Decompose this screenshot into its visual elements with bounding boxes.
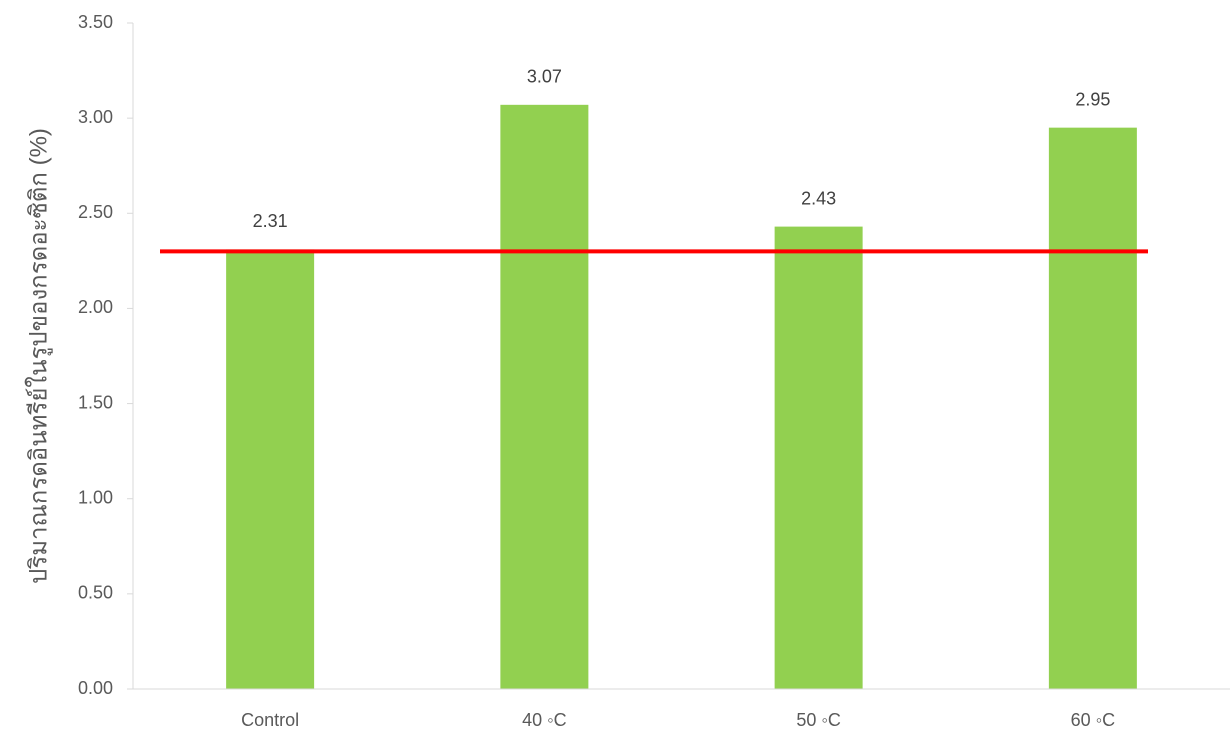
y-tick-label: 0.00 xyxy=(78,678,113,698)
x-tick-label: 50 ◦C xyxy=(796,710,840,730)
value-label: 2.95 xyxy=(1075,89,1110,109)
bar xyxy=(226,249,315,689)
x-tick-label: 60 ◦C xyxy=(1071,710,1115,730)
y-tick-label: 3.50 xyxy=(78,12,113,32)
bar xyxy=(1048,127,1137,689)
value-label: 2.31 xyxy=(253,211,288,231)
y-tick-label: 2.50 xyxy=(78,202,113,222)
x-tick-label: Control xyxy=(241,710,299,730)
y-tick-label: 1.00 xyxy=(78,487,113,507)
bar xyxy=(500,104,589,689)
value-label: 3.07 xyxy=(527,67,562,87)
value-label: 2.43 xyxy=(801,188,836,208)
y-tick-label: 1.50 xyxy=(78,392,113,412)
y-axis-title: ปริมาณกรดอินทรีย์ในรูปของกรดอะซิติก (%) xyxy=(24,128,53,584)
y-tick-label: 3.00 xyxy=(78,107,113,127)
y-tick-label: 0.50 xyxy=(78,583,113,603)
bar xyxy=(774,226,863,689)
y-tick-label: 2.00 xyxy=(78,297,113,317)
x-tick-label: 40 ◦C xyxy=(522,710,566,730)
